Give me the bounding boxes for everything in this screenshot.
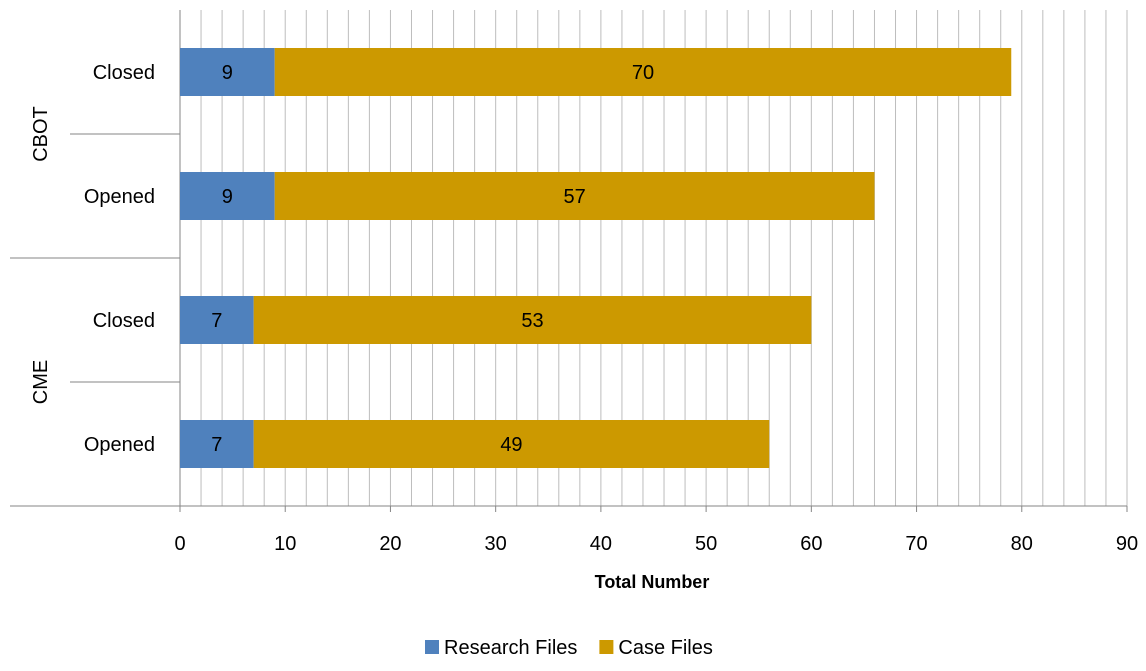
x-tick-label: 10 <box>274 533 296 555</box>
data-label: 9 <box>222 62 233 84</box>
legend-label: Case Files <box>618 637 712 659</box>
bar-segment <box>180 172 275 220</box>
x-tick-label: 60 <box>800 533 822 555</box>
data-label: 9 <box>222 186 233 208</box>
x-tick-label: 30 <box>485 533 507 555</box>
x-tick-label: 50 <box>695 533 717 555</box>
legend: Research Files Case Files <box>425 637 713 659</box>
category-label: Opened <box>84 434 155 456</box>
data-label: 7 <box>211 310 222 332</box>
group-label: CBOT <box>30 106 52 162</box>
legend-swatch <box>599 640 614 654</box>
data-label: 70 <box>632 62 654 84</box>
category-label: Opened <box>84 186 155 208</box>
x-tick-label: 40 <box>590 533 612 555</box>
x-tick-label: 80 <box>1011 533 1033 555</box>
data-label: 57 <box>563 186 585 208</box>
labels-layer: 0 10 20 30 40 50 60 70 80 90 9 70 Closed 9 57 Opened 7 53… <box>30 62 1138 555</box>
legend-label: Research Files <box>444 637 577 659</box>
category-label: Closed <box>93 310 155 332</box>
data-label: 53 <box>521 310 543 332</box>
data-label: 49 <box>500 434 522 456</box>
bar-segment <box>253 296 812 344</box>
x-tick-label: 0 <box>174 533 185 555</box>
data-label: 7 <box>211 434 222 456</box>
bar-segment <box>180 420 254 468</box>
x-tick-label: 70 <box>905 533 927 555</box>
bar-segment <box>253 420 770 468</box>
bar-segment <box>180 48 275 96</box>
x-tick-label: 90 <box>1116 533 1138 555</box>
category-label: Closed <box>93 62 155 84</box>
bar-segment <box>274 172 875 220</box>
bar-segment <box>274 48 1012 96</box>
bar-segment <box>180 296 254 344</box>
x-axis-title: Total Number <box>595 572 710 592</box>
legend-swatch <box>425 640 439 654</box>
x-tick-label: 20 <box>379 533 401 555</box>
bars-layer <box>180 48 1012 468</box>
group-label: CME <box>30 360 52 404</box>
